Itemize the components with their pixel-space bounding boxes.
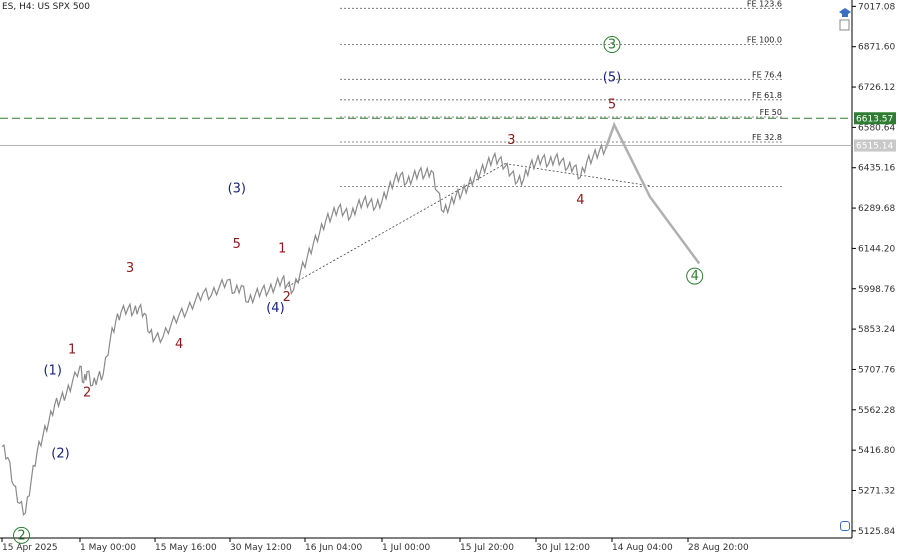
x-tick-label: 16 Jun 04:00 <box>305 543 362 552</box>
wave-label: (3) <box>228 182 246 197</box>
wave-label: 2 <box>83 386 91 401</box>
wave-label: (1) <box>43 363 61 378</box>
fib-level-label: FE 123.6 <box>747 0 782 8</box>
y-tick-label: 6289.68 <box>858 204 895 214</box>
y-tick-label: 7017.08 <box>858 2 895 12</box>
x-tick-label: 15 May 16:00 <box>155 543 217 552</box>
y-tick-label: 6580.64 <box>858 123 895 133</box>
resistance-price-label: 6613.57 <box>856 114 893 124</box>
y-tick-label: 5562.28 <box>858 406 895 416</box>
wave-label: 2 <box>283 290 291 305</box>
x-tick-label: 30 May 12:00 <box>230 543 292 552</box>
wave-label: 2 <box>17 528 25 543</box>
wave-label: (5) <box>603 71 621 86</box>
wave-label: (2) <box>51 447 69 462</box>
y-tick-label: 5416.80 <box>858 446 895 456</box>
y-tick-label: 6144.20 <box>858 244 895 254</box>
wave-label: 3 <box>608 38 616 53</box>
projection-path <box>604 121 701 265</box>
x-tick-label: 14 Aug 04:00 <box>612 543 673 552</box>
resistance-price-box <box>854 112 896 125</box>
current-price-label: 6515.14 <box>856 142 893 152</box>
graduation-cap-icon[interactable] <box>838 4 852 32</box>
wave-label: 4 <box>576 193 584 208</box>
wave-label: (4) <box>266 301 284 316</box>
wave-label: 1 <box>68 343 76 358</box>
fib-level-label: FE 76.4 <box>752 70 782 79</box>
y-tick-label: 5853.24 <box>858 325 895 335</box>
wave-label: 3 <box>507 133 515 148</box>
x-tick-label: 1 Jul 00:00 <box>382 543 431 552</box>
x-tick-label: 28 Aug 20:00 <box>688 543 749 552</box>
fib-level-label: FE 61.8 <box>752 91 782 100</box>
y-tick-label: 6726.12 <box>858 83 895 93</box>
x-tick-label: 1 May 00:00 <box>80 543 136 552</box>
wave-label-circle <box>13 526 30 544</box>
wave-label: 3 <box>126 261 134 276</box>
wave-label: 1 <box>278 241 286 256</box>
x-tick-label: 15 Apr 2025 <box>2 543 58 552</box>
x-tick-label: 15 Jul 20:00 <box>460 543 514 552</box>
wave-label: 4 <box>175 337 183 352</box>
fib-level-label: FE 50 <box>760 108 782 117</box>
y-tick-label: 5707.76 <box>858 365 895 375</box>
fib-level-label: FE 32.8 <box>752 133 782 142</box>
y-tick-label: 5998.76 <box>858 285 895 295</box>
price-series-line <box>1 143 607 517</box>
wave-label: 5 <box>608 98 616 113</box>
y-tick-label: 6871.60 <box>858 43 895 53</box>
symbol-label: ES, H4: US SPX 500 <box>2 2 91 12</box>
y-tick-label: 5125.84 <box>858 527 895 537</box>
y-tick-label: 6435.16 <box>858 164 895 174</box>
x-tick-label: 30 Jul 12:00 <box>536 543 590 552</box>
y-tick-label: 5271.32 <box>858 486 895 496</box>
toolbar-icons[interactable] <box>838 4 852 32</box>
wave-label-circle <box>686 267 704 285</box>
settings-icon[interactable] <box>840 521 850 531</box>
wave-label: 5 <box>233 237 241 252</box>
wave-label: 4 <box>691 269 699 284</box>
current-price-box <box>854 139 896 152</box>
wave-label-circle <box>603 36 621 54</box>
fib-level-label: FE 100.0 <box>747 35 782 44</box>
